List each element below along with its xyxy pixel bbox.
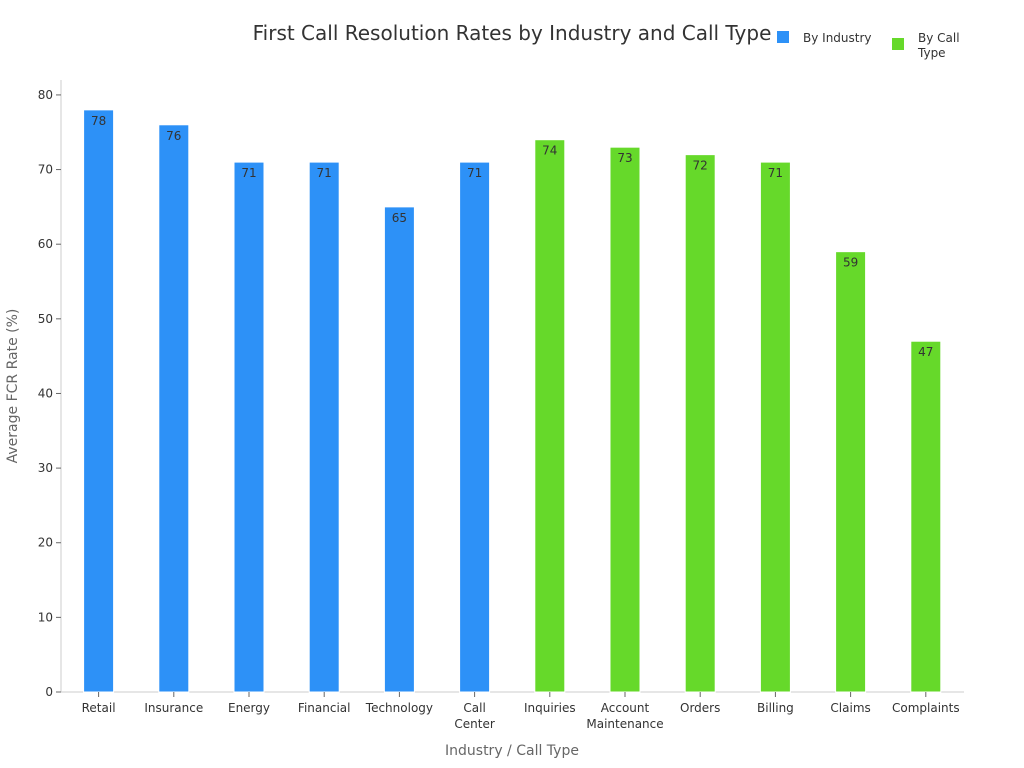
bar-value-label: 59 (843, 256, 858, 270)
x-tick-label-line: Retail (82, 701, 116, 715)
bar (534, 139, 566, 693)
bar-value-label: 65 (392, 211, 407, 225)
x-tick-label: Energy (228, 701, 270, 715)
bar-value-label: 73 (617, 151, 632, 165)
y-tick-label: 50 (38, 312, 53, 326)
y-axis-title: Average FCR Rate (%) (5, 309, 21, 464)
x-tick-label-line: Maintenance (586, 717, 663, 731)
y-tick-label: 80 (38, 88, 53, 102)
x-tick-label-line: Center (454, 717, 494, 731)
x-tick-label-line: Financial (298, 701, 351, 715)
x-tick-label: Inquiries (524, 701, 576, 715)
bar (609, 146, 641, 693)
x-tick-label-line: Claims (830, 701, 870, 715)
bar (835, 251, 867, 693)
x-tick-label-line: Inquiries (524, 701, 576, 715)
bar-value-label: 71 (241, 166, 256, 180)
bars (83, 109, 942, 693)
legend: By Industry By Call Type (777, 31, 960, 60)
bar-value-label: 71 (768, 166, 783, 180)
y-tick-label: 0 (45, 685, 53, 699)
legend-label-line: By Call (918, 31, 960, 45)
x-tick-label: Insurance (144, 701, 203, 715)
bar-value-label: 78 (91, 114, 106, 128)
y-tick-label: 40 (38, 386, 53, 400)
y-tick-label: 70 (38, 163, 53, 177)
x-axis-ticks: Retail Insurance Energy Financial Technology… (82, 692, 960, 731)
y-tick-label: 10 (38, 610, 53, 624)
x-tick-label: Complaints (892, 701, 960, 715)
bar (459, 161, 491, 693)
x-tick-label: Financial (298, 701, 351, 715)
x-tick-label: Claims (830, 701, 870, 715)
bar (233, 161, 265, 693)
x-tick-label-line: Complaints (892, 701, 960, 715)
x-tick-label-line: Call (463, 701, 485, 715)
bar (910, 340, 942, 693)
axes (60, 80, 964, 693)
bar (158, 124, 190, 693)
bar-value-label: 74 (542, 144, 557, 158)
x-tick-label: Technology (365, 701, 433, 715)
x-tick-label-line: Technology (365, 701, 433, 715)
data-labels: 78 76 71 71 65 71 74 73 72 71 59 47 (91, 114, 933, 359)
bar (383, 206, 415, 693)
chart-title: First Call Resolution Rates by Industry … (253, 21, 772, 45)
bar (83, 109, 115, 693)
x-tick-label: Billing (757, 701, 794, 715)
bar (684, 154, 716, 693)
legend-swatch (892, 38, 904, 50)
x-tick-label: Retail (82, 701, 116, 715)
y-tick-label: 60 (38, 237, 53, 251)
bar-value-label: 72 (693, 159, 708, 173)
y-tick-label: 20 (38, 536, 53, 550)
legend-label: By Call Type (917, 31, 960, 60)
legend-label: By Industry (803, 31, 872, 45)
x-tick-label: Account Maintenance (586, 701, 663, 731)
bar-value-label: 47 (918, 345, 933, 359)
x-tick-label-line: Insurance (144, 701, 203, 715)
x-tick-label-line: Orders (680, 701, 720, 715)
x-tick-label: Call Center (454, 701, 494, 731)
bar (308, 161, 340, 693)
x-axis-title: Industry / Call Type (445, 743, 579, 759)
bar-value-label: 71 (467, 166, 482, 180)
x-tick-label: Orders (680, 701, 720, 715)
legend-label-line: Type (917, 46, 946, 60)
y-axis-ticks: 0 10 20 30 40 50 60 70 80 (38, 88, 61, 699)
legend-swatch (777, 31, 789, 43)
x-tick-label-line: Account (601, 701, 650, 715)
bar (759, 161, 791, 693)
x-tick-label-line: Billing (757, 701, 794, 715)
legend-label-line: By Industry (803, 31, 872, 45)
bar-value-label: 76 (166, 129, 181, 143)
y-tick-label: 30 (38, 461, 53, 475)
x-tick-label-line: Energy (228, 701, 270, 715)
bar-value-label: 71 (317, 166, 332, 180)
